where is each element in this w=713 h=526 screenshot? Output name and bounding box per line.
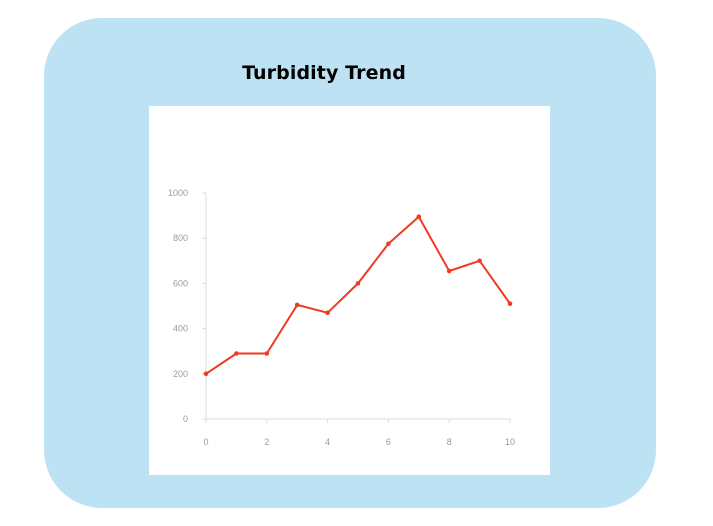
x-tick-label: 10 bbox=[505, 437, 515, 447]
data-point bbox=[294, 302, 300, 308]
y-tick-label: 0 bbox=[183, 414, 188, 424]
data-point bbox=[477, 258, 482, 264]
y-tick-label: 200 bbox=[173, 369, 188, 379]
data-point bbox=[446, 268, 452, 274]
data-point bbox=[507, 301, 513, 307]
y-tick-label: 400 bbox=[173, 324, 188, 334]
series-line bbox=[205, 215, 511, 375]
data-point bbox=[264, 351, 270, 356]
x-tick-label: 6 bbox=[386, 437, 391, 447]
x-tick-label: 2 bbox=[264, 437, 269, 447]
data-point bbox=[355, 281, 361, 286]
y-tick-label: 600 bbox=[173, 278, 188, 288]
y-tick-label: 1000 bbox=[168, 188, 188, 198]
chart-title: Turbidity Trend bbox=[242, 62, 406, 84]
y-tick-label: 800 bbox=[173, 233, 188, 243]
data-point bbox=[234, 351, 239, 356]
data-point bbox=[203, 371, 209, 377]
x-tick-label: 0 bbox=[203, 437, 208, 447]
data-point bbox=[386, 241, 391, 247]
data-point bbox=[325, 310, 330, 316]
x-tick-label: 4 bbox=[325, 437, 330, 447]
data-point bbox=[416, 214, 422, 219]
x-tick-label: 8 bbox=[447, 437, 452, 447]
